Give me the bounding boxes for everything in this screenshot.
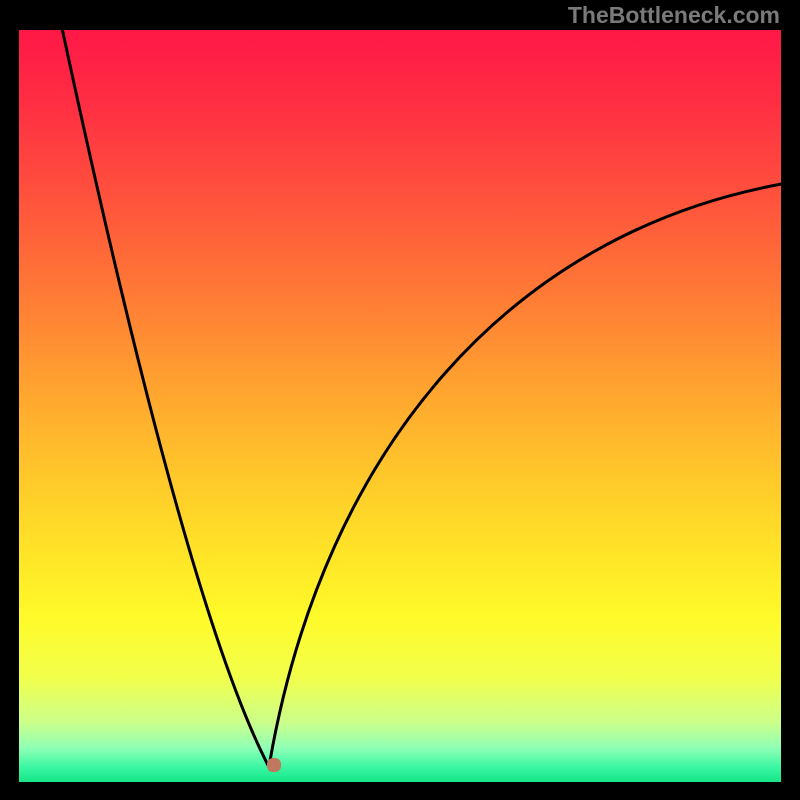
bottleneck-curve: [19, 30, 781, 782]
plot-area: [19, 30, 781, 782]
watermark-text: TheBottleneck.com: [568, 2, 780, 29]
chart-container: TheBottleneck.com: [0, 0, 800, 800]
minimum-marker: [267, 758, 281, 772]
